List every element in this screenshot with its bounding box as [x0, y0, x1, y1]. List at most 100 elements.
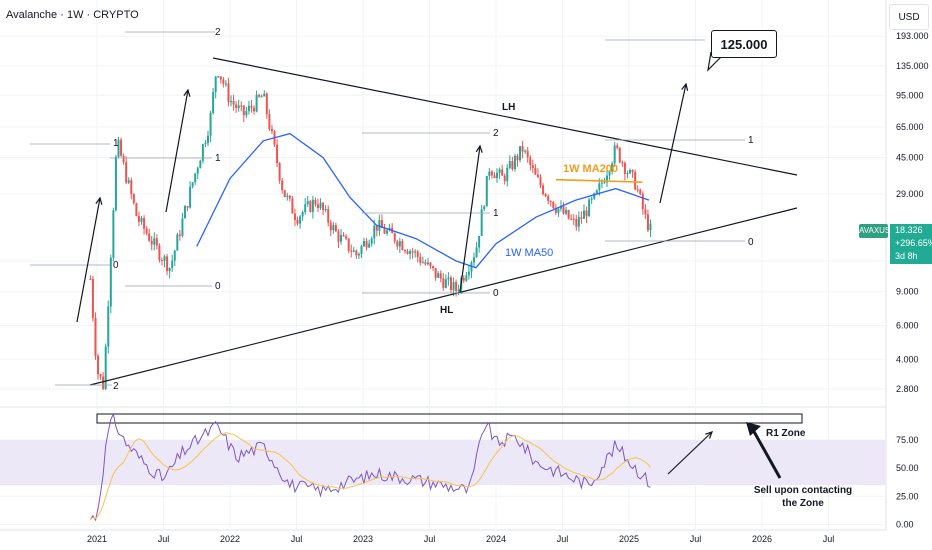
candle-body [260, 96, 263, 98]
ma50-label: 1W MA50 [505, 247, 553, 259]
arrow-sell [750, 427, 782, 479]
candle-body [109, 257, 112, 307]
candle-body [276, 144, 279, 164]
candle-body [337, 231, 340, 242]
candle-body [237, 105, 240, 109]
candle-body [465, 275, 468, 281]
candle-body [493, 175, 496, 179]
candle-body [565, 210, 568, 214]
rsi-tick-label: 25.00 [896, 491, 919, 501]
candle-body [288, 195, 291, 199]
candle-body [513, 155, 516, 170]
overlays [30, 31, 798, 479]
candle-body [89, 278, 92, 280]
candle-body [235, 104, 238, 109]
currency-selector[interactable]: USD [889, 4, 929, 30]
candle-body [324, 209, 327, 211]
candle-body [600, 182, 603, 184]
y-tick-label: 4.000 [896, 354, 919, 364]
candle-body [524, 150, 527, 152]
candle-body [102, 376, 105, 389]
candle-body [434, 268, 437, 278]
candle-body [143, 218, 146, 229]
candle-body [447, 277, 450, 280]
symbol-tag: AVAXUSD [859, 224, 896, 238]
candle-body [496, 172, 499, 179]
candle-body [352, 250, 355, 252]
candle-body [519, 146, 522, 161]
y-tick-label: 6.000 [896, 320, 919, 330]
arrow-rsi-up-head [705, 431, 713, 439]
candle-body [424, 262, 427, 265]
candle-body [265, 93, 268, 115]
candle-body [178, 234, 181, 236]
fib-2022-2: 2 [113, 381, 119, 392]
candle-body [475, 247, 478, 258]
x-tick-label: 2024 [486, 534, 506, 544]
bar-countdown: 3d 8h [895, 251, 918, 261]
price-change: +296.65% [895, 238, 932, 248]
fib-2021-1: 1 [113, 138, 119, 149]
candle-body [529, 157, 532, 166]
candle-body [334, 225, 337, 232]
candle-body [639, 189, 642, 195]
arrow-2022-head [183, 88, 191, 97]
ma200-label: 1W MA200 [563, 163, 618, 175]
candle-body [488, 171, 491, 176]
candle-body [240, 105, 243, 107]
candle-body [437, 273, 440, 278]
candle-body [268, 114, 271, 129]
upper-trendline [212, 57, 798, 176]
candle-body [253, 107, 256, 112]
candle-body [171, 260, 174, 268]
candle-body [127, 180, 130, 183]
candle-body [416, 251, 419, 257]
hl-label: HL [440, 305, 453, 316]
rsi-tick-label: 50.00 [896, 463, 919, 473]
candle-body [355, 250, 358, 256]
candle-body [544, 194, 547, 197]
candle-body [426, 262, 429, 265]
ma50-line [196, 132, 650, 269]
r1-zone-box [96, 413, 803, 424]
fib-2021-2: 2 [215, 27, 221, 38]
candle-body [559, 206, 562, 209]
candle-body [406, 251, 409, 254]
candle-body [183, 206, 186, 219]
candle-body [621, 162, 624, 164]
arrow-2024-head [475, 144, 483, 153]
candle-body [137, 215, 140, 222]
x-tick-label: 2025 [619, 534, 639, 544]
candle-body [347, 238, 350, 251]
candle-body [191, 182, 194, 187]
arrow-2021-head [95, 196, 103, 205]
y-tick-label: 135.000 [896, 61, 929, 71]
candle-body [623, 162, 626, 174]
candle-body [296, 220, 299, 224]
candle-body [403, 250, 406, 252]
candle-body [396, 241, 399, 247]
candle-body [501, 169, 504, 176]
fib-2024-2: 2 [493, 128, 499, 139]
candle-body [611, 163, 614, 172]
candle-body [207, 135, 210, 144]
candle-body [189, 186, 192, 208]
candle-body [122, 155, 125, 163]
candle-body [534, 167, 537, 175]
fib-2025-0: 0 [748, 237, 754, 248]
candle-body [168, 267, 171, 272]
candle-body [255, 94, 258, 112]
candle-body [455, 282, 458, 292]
candle-body [365, 241, 368, 248]
candle-body [634, 172, 637, 190]
ma200-line [555, 178, 643, 183]
candle-body [145, 228, 148, 234]
candle-body [158, 245, 161, 261]
candle-body [263, 93, 266, 97]
candle-body [125, 162, 128, 183]
candle-body [232, 100, 235, 105]
candle-body [345, 236, 348, 239]
candle-body [516, 155, 519, 161]
candle-body [222, 79, 225, 84]
